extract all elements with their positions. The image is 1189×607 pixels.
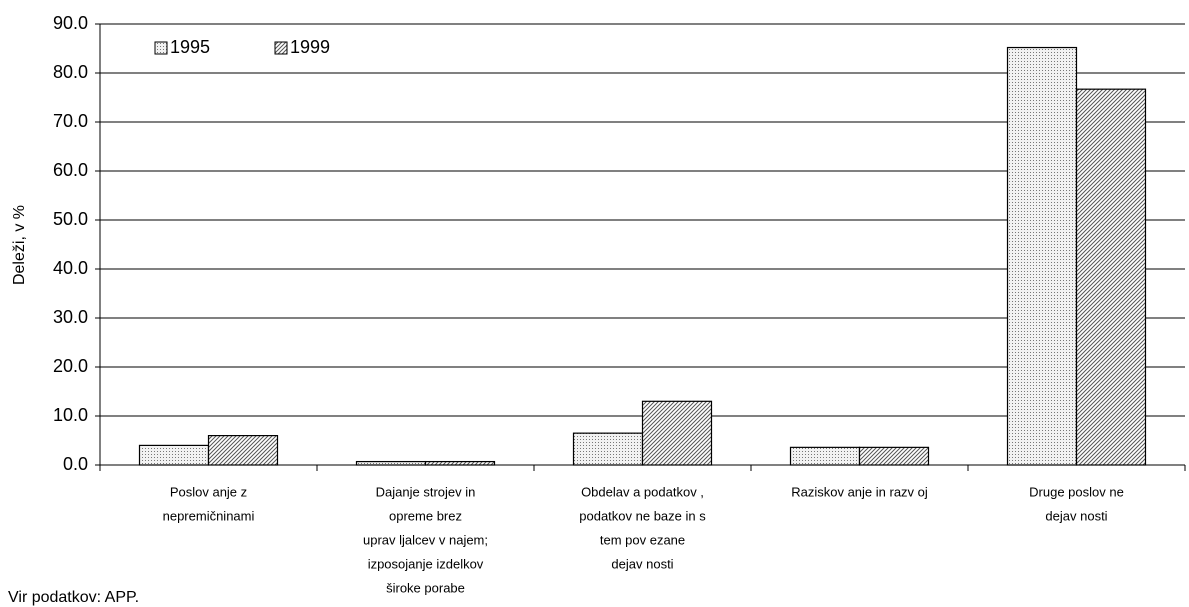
y-tick-label: 90.0 — [53, 13, 88, 33]
bar — [641, 400, 713, 466]
x-tick-label: nepremičninami — [163, 508, 255, 523]
y-tick-label: 40.0 — [53, 258, 88, 278]
x-tick-label: Druge poslov ne — [1029, 484, 1124, 499]
bar — [355, 460, 427, 466]
x-tick-label: dejav nosti — [611, 556, 673, 571]
bar — [789, 446, 861, 466]
y-tick-label: 20.0 — [53, 356, 88, 376]
x-tick-label: opreme brez — [389, 508, 462, 523]
bar — [424, 460, 496, 466]
y-tick-label: 10.0 — [53, 405, 88, 425]
x-tick-label: Dajanje strojev in — [376, 484, 476, 499]
y-tick-label: 80.0 — [53, 62, 88, 82]
x-tick-label: Obdelav a podatkov , — [581, 484, 704, 499]
y-axis-label: Deleži, v % — [11, 205, 28, 285]
bar — [138, 444, 210, 466]
y-tick-label: 30.0 — [53, 307, 88, 327]
legend-swatch — [274, 41, 288, 55]
x-tick-label: podatkov ne baze in s — [579, 508, 706, 523]
x-tick-label: široke porabe — [386, 580, 465, 595]
legend-label: 1995 — [170, 37, 210, 57]
x-tick-label: izposojanje izdelkov — [368, 556, 484, 571]
bar — [572, 432, 644, 466]
x-tick-label: dejav nosti — [1045, 508, 1107, 523]
source-note: Vir podatkov: APP. — [8, 589, 139, 606]
y-tick-label: 50.0 — [53, 209, 88, 229]
bar — [858, 446, 930, 466]
legend-swatch — [154, 41, 168, 55]
x-tick-label: Raziskov anje in razv oj — [791, 484, 928, 499]
y-tick-label: 70.0 — [53, 111, 88, 131]
y-tick-label: 0.0 — [63, 454, 88, 474]
bar — [1075, 88, 1147, 466]
x-tick-label: tem pov ezane — [600, 532, 685, 547]
bar — [207, 435, 279, 466]
x-tick-label: Poslov anje z — [170, 484, 247, 499]
y-tick-label: 60.0 — [53, 160, 88, 180]
x-tick-label: uprav ljalcev v najem; — [363, 532, 488, 547]
bar — [1006, 46, 1078, 466]
legend-label: 1999 — [290, 37, 330, 57]
